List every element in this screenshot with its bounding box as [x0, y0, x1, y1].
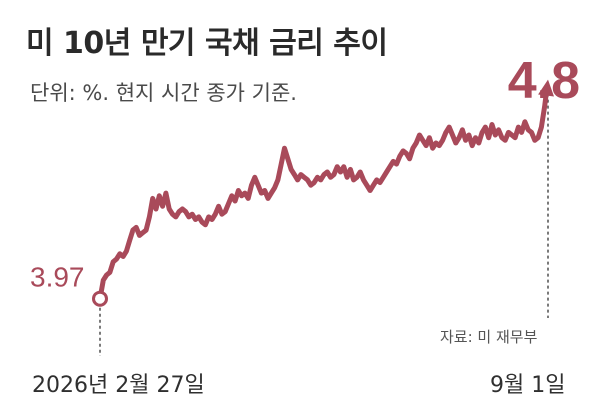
- unit-note: 단위: %. 현지 시간 종가 기준.: [30, 81, 297, 105]
- page-title: 미 10년 만기 국채 금리 추이: [26, 26, 388, 61]
- yield-series-line: [97, 93, 549, 302]
- start-point-marker: [92, 290, 108, 307]
- end-value-label: 4.8: [508, 52, 580, 110]
- end-arrow-marker: [538, 79, 554, 97]
- source-note: 자료: 미 재무부: [440, 328, 538, 346]
- start-value-label: 3.97: [30, 262, 85, 293]
- end-date-label: 9월 1일: [490, 373, 566, 398]
- start-date-label: 2026년 2월 27일: [32, 373, 205, 398]
